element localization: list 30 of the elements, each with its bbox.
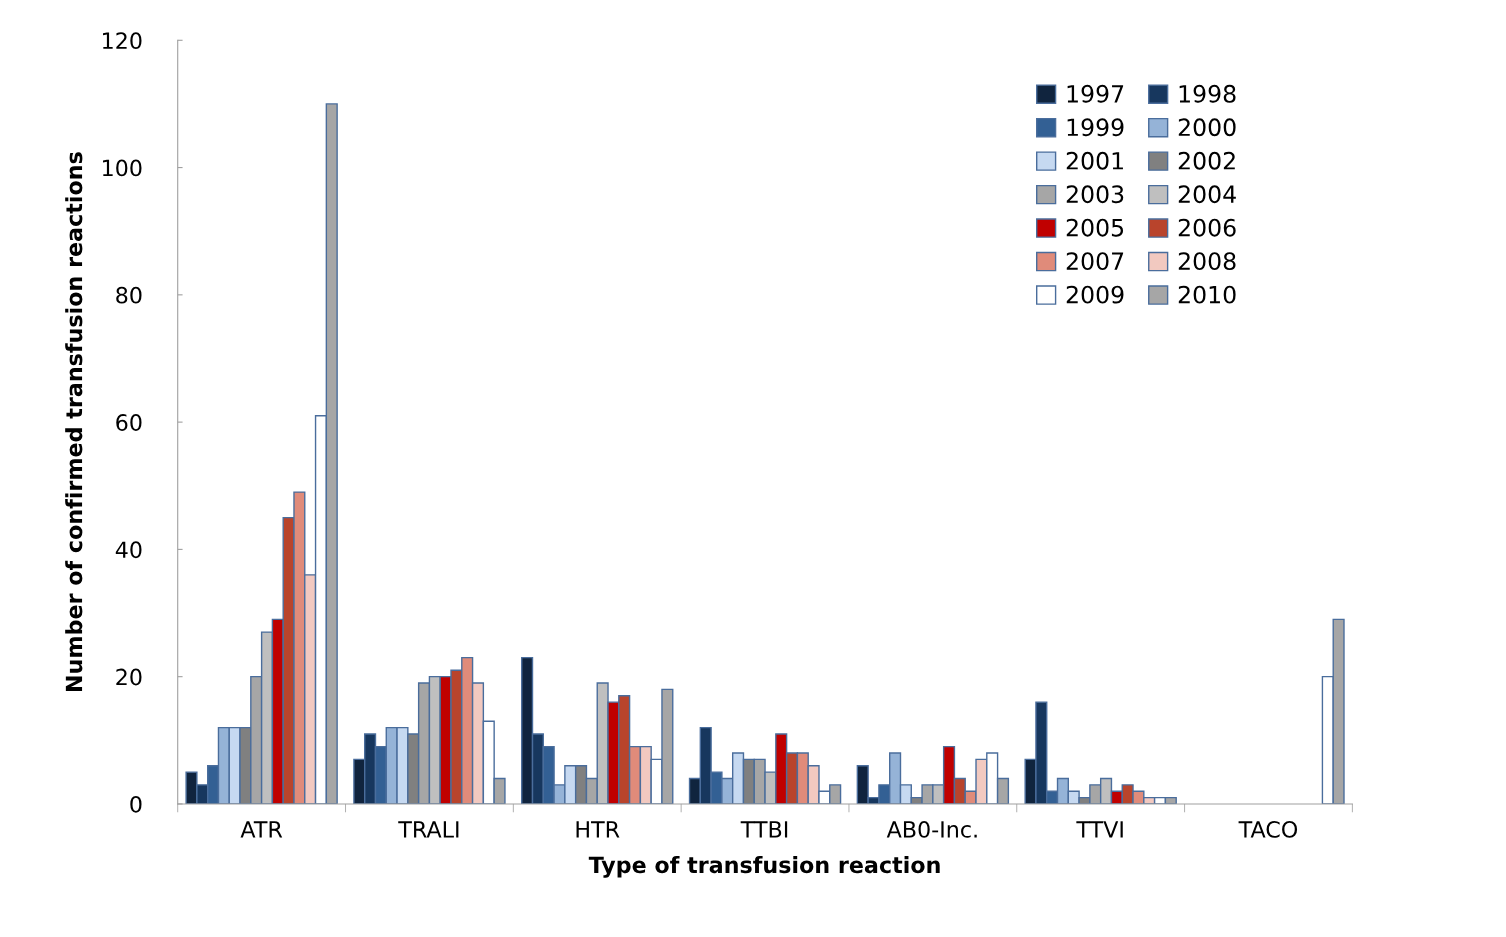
y-tick-label: 80	[116, 286, 142, 304]
y-tick-label: 0	[130, 795, 142, 813]
legend-label: 2004	[1178, 185, 1236, 204]
x-tick-label: TRALI	[398, 821, 459, 838]
x-tick-label: TTVI	[1076, 821, 1123, 838]
x-tick-label: TACO	[1238, 821, 1298, 838]
legend-label: 1999	[1067, 118, 1124, 137]
y-axis-title: Number of confirmed transfusion reactions	[65, 152, 83, 691]
y-tick-label: 60	[116, 414, 142, 431]
legend-label: 1998	[1179, 84, 1236, 103]
x-tick-label: AB0-Inc.	[886, 821, 977, 838]
legend-label: 2010	[1178, 285, 1236, 304]
x-tick-label: HTR	[576, 821, 620, 838]
legend-label: 2002	[1178, 151, 1235, 170]
legend-label: 2007	[1066, 252, 1124, 271]
legend-label: 2006	[1178, 218, 1236, 237]
x-tick-label: ATR	[240, 821, 283, 838]
y-tick-label: 40	[115, 541, 142, 559]
x-tick-label: TTBI	[740, 821, 788, 838]
legend-label: 2005	[1066, 218, 1124, 237]
legend-label: 2003	[1066, 185, 1124, 204]
legend-label: 1997	[1067, 84, 1124, 103]
legend-label: 2001	[1066, 151, 1123, 170]
y-tick-label: 120	[103, 32, 142, 50]
x-axis-title: Type of transfusion reaction	[588, 856, 940, 878]
y-tick-label: 20	[116, 668, 142, 686]
legend-label: 2000	[1178, 118, 1236, 137]
legend-label: 2008	[1178, 252, 1236, 271]
y-tick-label: 100	[103, 159, 142, 177]
legend-label: 2009	[1066, 285, 1124, 304]
